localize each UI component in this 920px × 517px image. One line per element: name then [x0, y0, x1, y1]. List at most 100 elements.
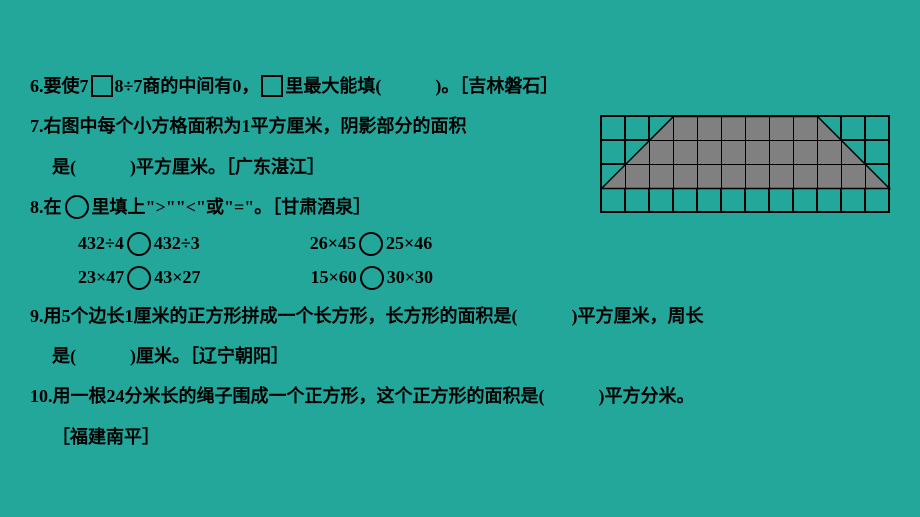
grid-cell [625, 116, 649, 140]
q6-line: 6. 要使 7 8÷7 商的中间有 0 ， 里最大能填( )。［ 吉林磐石 ］ [30, 70, 895, 102]
grid-cell [697, 188, 721, 212]
grid-cell [769, 164, 793, 188]
rhs: 25×46 [386, 233, 432, 254]
equation: 432÷4 432÷3 [78, 232, 200, 256]
grid-cell [865, 188, 889, 212]
circle-icon[interactable] [359, 232, 383, 256]
q6-t1: 要使 [44, 70, 80, 102]
grid-cell [673, 164, 697, 188]
grid-cell [841, 116, 865, 140]
grid-cell [673, 116, 697, 140]
q10-t3: )平方分米。 [599, 380, 695, 412]
circle-icon[interactable] [360, 266, 384, 290]
q9-t6: )厘米。［ [130, 340, 199, 372]
equation: 26×45 25×46 [310, 232, 433, 256]
grid-cell [841, 164, 865, 188]
q6-t2: 商的中间有 [142, 70, 232, 102]
q10-srco: ［ [52, 421, 70, 453]
q8-t2: 里填上">""<"或"="。［ [92, 191, 282, 223]
circle-icon[interactable] [127, 232, 151, 256]
grid-cell [649, 164, 673, 188]
grid-cell [625, 140, 649, 164]
q8-equations: 432÷4 432÷3 26×45 25×46 23×4743×27 15×60 30×30 [30, 232, 895, 290]
lhs: 15×60 [311, 267, 357, 288]
q9-src: 辽宁朝阳 [199, 340, 271, 372]
grid-cell [841, 140, 865, 164]
grid-cell [649, 188, 673, 212]
q9-t3: 厘米的正方形拼成一个长方形，长方形的面积是( [134, 300, 518, 332]
grid-cell [625, 164, 649, 188]
q9-t2: 个边长 [71, 300, 125, 332]
grid [600, 115, 890, 213]
grid-cell [625, 188, 649, 212]
grid-cell [745, 188, 769, 212]
grid-cell [649, 116, 673, 140]
grid-cell [697, 116, 721, 140]
q6-t4: 里最大能填( [285, 70, 381, 102]
grid-cell [769, 140, 793, 164]
grid-cell [601, 188, 625, 212]
answer-blank[interactable] [381, 79, 435, 93]
rhs: 30×30 [387, 267, 433, 288]
q9-num: 9. [30, 300, 44, 332]
grid-cell [865, 116, 889, 140]
q6-t5: )。［ [435, 70, 468, 102]
grid-cell [769, 188, 793, 212]
grid-cell [673, 188, 697, 212]
grid-cell [745, 164, 769, 188]
q9-t4: )平方厘米，周长 [572, 300, 704, 332]
q6-n1: 7 [80, 70, 89, 102]
grid-cell [793, 164, 817, 188]
grid-cell [841, 188, 865, 212]
grid-cell [697, 140, 721, 164]
q7-n1: 1 [242, 110, 251, 142]
q10-line2: ［ 福建南平 ］ [30, 421, 895, 453]
equation-row: 432÷4 432÷3 26×45 25×46 [30, 232, 895, 256]
q9-t7: ］ [271, 340, 289, 372]
grid-cell [601, 116, 625, 140]
rhs: 43×27 [154, 267, 200, 288]
answer-blank[interactable] [518, 309, 572, 323]
rhs: 432÷3 [154, 233, 200, 254]
q10-line1: 10. 用一根 24 分米长的绳子围成一个正方形，这个正方形的面积是( )平方分… [30, 380, 895, 412]
grid-cell [745, 116, 769, 140]
q6-t6: ］ [540, 70, 558, 102]
q8-src: 甘肃酒泉 [281, 191, 353, 223]
q10-src: 福建南平 [70, 421, 142, 453]
grid-cell [817, 116, 841, 140]
box-icon [91, 75, 113, 97]
grid-cell [697, 164, 721, 188]
q6-num: 6. [30, 70, 44, 102]
q10-num: 10. [30, 380, 53, 412]
grid-cell [649, 140, 673, 164]
answer-blank[interactable] [76, 160, 130, 174]
q8-num: 8. [30, 191, 44, 223]
grid-cell [865, 164, 889, 188]
q6-n2: 8÷7 [115, 70, 143, 102]
equation: 23×4743×27 [78, 266, 201, 290]
grid-cell [601, 140, 625, 164]
lhs: 432÷4 [78, 233, 124, 254]
circle-icon[interactable] [127, 266, 151, 290]
grid-cell [793, 188, 817, 212]
q7-src: 广东湛江 [235, 151, 307, 183]
grid-cell [817, 188, 841, 212]
answer-blank[interactable] [545, 390, 599, 404]
q10-n1: 24 [107, 380, 125, 412]
q7-t5: ］ [307, 151, 325, 183]
q7-t1: 右图中每个小方格面积为 [44, 110, 242, 142]
grid-cell [793, 140, 817, 164]
lhs: 26×45 [310, 233, 356, 254]
q9-n2: 1 [125, 300, 134, 332]
circle-icon [65, 195, 89, 219]
q9-t5: 是( [52, 340, 76, 372]
q6-t3: ， [241, 70, 259, 102]
grid-cell [673, 140, 697, 164]
answer-blank[interactable] [76, 349, 130, 363]
q10-t1: 用一根 [53, 380, 107, 412]
q7-t4: )平方厘米。［ [130, 151, 235, 183]
q7-t2: 平方厘米，阴影部分的面积 [251, 110, 467, 142]
q10-t2: 分米长的绳子围成一个正方形，这个正方形的面积是( [125, 380, 545, 412]
grid-cell [721, 164, 745, 188]
q9-line1: 9. 用 5 个边长 1 厘米的正方形拼成一个长方形，长方形的面积是( )平方厘… [30, 300, 895, 332]
